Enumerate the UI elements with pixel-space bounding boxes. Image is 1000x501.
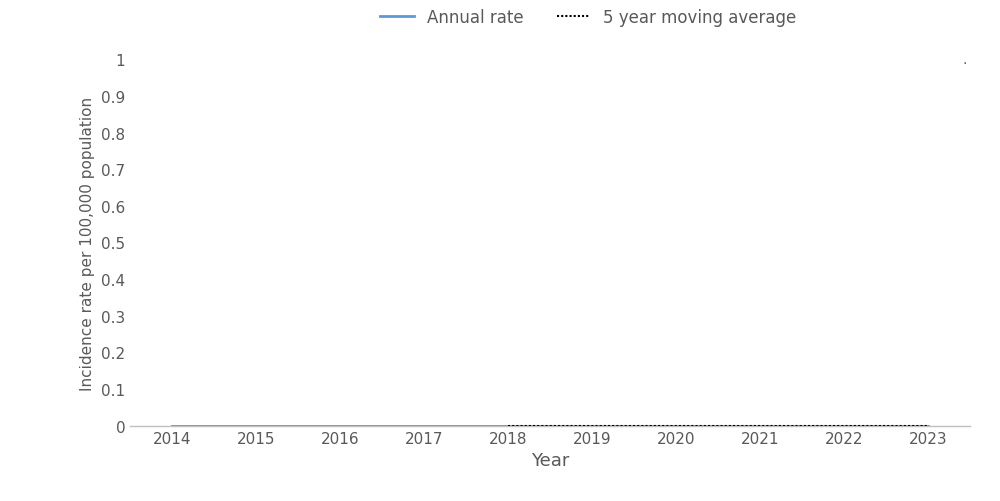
Annual rate — [250, 423, 262, 429]
Annual rate — [502, 423, 514, 429]
Legend: Annual rate, 5 year moving average: Annual rate, 5 year moving average — [374, 3, 803, 34]
5 year moving average — [586, 423, 598, 429]
Annual rate — [922, 423, 934, 429]
Annual rate — [586, 423, 598, 429]
5 year moving average — [754, 423, 766, 429]
5 year moving average — [502, 423, 514, 429]
X-axis label: Year: Year — [531, 451, 569, 469]
Annual rate — [670, 423, 682, 429]
5 year moving average — [922, 423, 934, 429]
Annual rate — [418, 423, 430, 429]
Annual rate — [334, 423, 346, 429]
Annual rate — [754, 423, 766, 429]
Annual rate — [838, 423, 850, 429]
Y-axis label: Incidence rate per 100,000 population: Incidence rate per 100,000 population — [80, 96, 95, 390]
Annual rate — [166, 423, 178, 429]
Text: .: . — [963, 53, 967, 67]
5 year moving average — [670, 423, 682, 429]
5 year moving average — [838, 423, 850, 429]
